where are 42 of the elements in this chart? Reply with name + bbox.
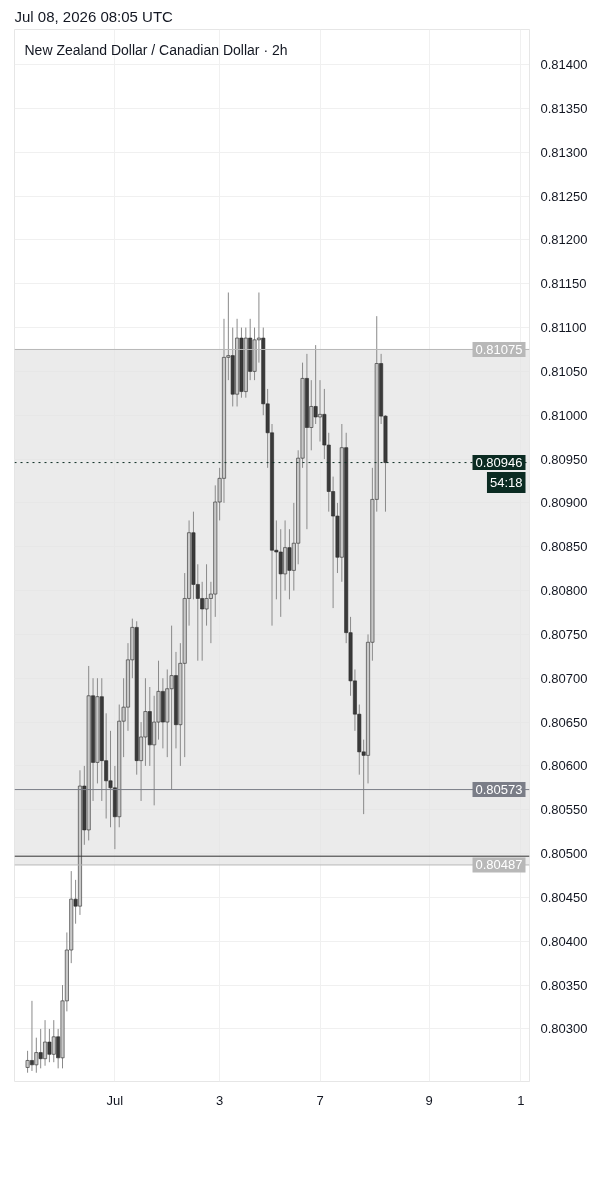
y-tick-label: 0.80800 — [540, 583, 588, 599]
candlestick — [51, 1019, 56, 1063]
y-tick-label: 0.81300 — [540, 144, 588, 160]
y-tick-label: 0.81350 — [540, 100, 588, 116]
y-tick-label: 0.80550 — [540, 802, 588, 818]
y-tick-label: 0.80900 — [540, 495, 588, 511]
text: New Zealand Dollar / Canadian Dollar · 2h — [24, 41, 288, 58]
candlestick — [38, 1028, 43, 1069]
y-tick-label: 0.80400 — [540, 933, 588, 949]
candlestick — [152, 695, 157, 806]
y-tick-label: 0.81200 — [540, 232, 588, 248]
annotation: 54:18 — [489, 475, 523, 491]
y-tick-label: 0.81100 — [540, 320, 587, 336]
x-tick-label: 3 — [216, 1092, 224, 1108]
y-tick-label: 0.81250 — [540, 188, 588, 204]
ref-line-label: 0.80487 — [475, 857, 523, 873]
y-tick-label: 0.80750 — [540, 626, 588, 642]
ref-line-label: 0.80946 — [475, 455, 523, 471]
y-tick-label: 0.80950 — [540, 451, 588, 467]
y-tick-label: 0.80650 — [540, 714, 588, 730]
y-tick-label: 0.80450 — [540, 889, 588, 905]
y-tick-label: 0.80350 — [540, 977, 588, 993]
y-tick-label: 0.81050 — [540, 363, 588, 379]
candlestick — [169, 625, 174, 791]
y-tick-label: 0.81000 — [540, 407, 588, 423]
ref-line-label: 0.81075 — [475, 341, 523, 357]
y-tick-label: 0.81400 — [540, 57, 588, 73]
y-tick-label: 0.80500 — [540, 846, 588, 862]
y-tick-label: 0.80850 — [540, 539, 588, 555]
x-tick-label: Jul — [106, 1092, 124, 1108]
ref-line-label: 0.80573 — [475, 782, 523, 798]
candlestick — [47, 1028, 52, 1063]
candlestick — [200, 581, 205, 662]
candlestick — [287, 528, 292, 600]
y-tick-label: 0.80300 — [540, 1021, 588, 1037]
y-tick-label: 0.80600 — [540, 758, 588, 774]
y-tick-label: 0.80700 — [540, 670, 588, 686]
x-tick-label: 9 — [425, 1092, 433, 1108]
y-tick-label: 0.81150 — [540, 276, 587, 292]
x-tick-label: 1 — [517, 1092, 525, 1108]
x-tick-label: 7 — [316, 1092, 324, 1108]
chart-subtitle: Jul 08, 2026 08:05 UTC — [14, 7, 174, 25]
